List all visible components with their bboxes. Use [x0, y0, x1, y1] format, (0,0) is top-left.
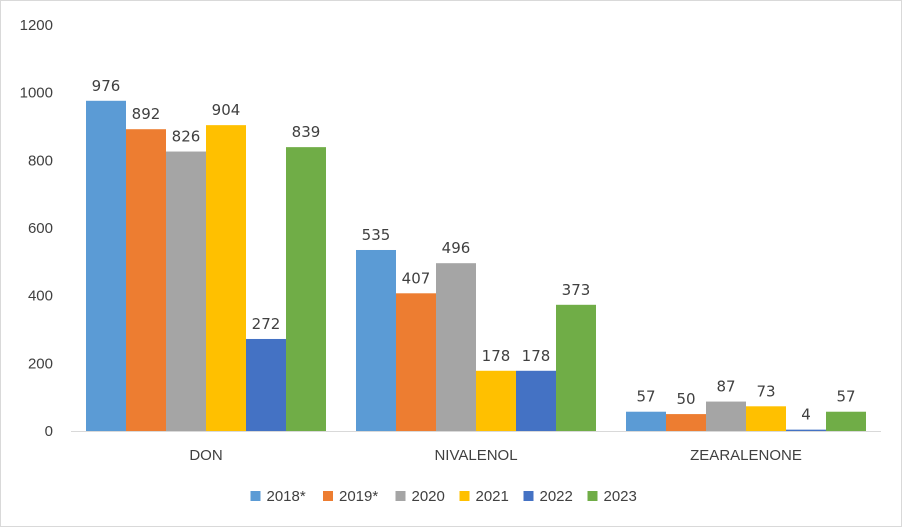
y-tick-label: 200 [28, 355, 53, 372]
legend-swatch [523, 491, 534, 501]
y-tick-label: 0 [45, 423, 53, 440]
bar-zearalenone-2018 [626, 411, 666, 431]
data-label: 73 [756, 382, 775, 400]
data-label: 826 [172, 128, 201, 146]
bar-don-2021 [206, 125, 246, 431]
bars [86, 100, 866, 431]
legend-label: 2019* [339, 488, 378, 505]
bar-zearalenone-2020 [706, 401, 746, 431]
category-label: DON [189, 447, 222, 464]
y-tick-label: 1000 [20, 85, 53, 102]
data-label: 839 [292, 123, 321, 141]
legend-swatch [587, 491, 598, 501]
bar-don-2019 [126, 129, 166, 431]
data-label: 892 [132, 105, 161, 123]
bar-nivalenol-2018 [356, 249, 396, 431]
legend-swatch [459, 491, 470, 501]
legend-swatch [395, 491, 406, 501]
legend-label: 2018* [267, 488, 306, 505]
data-label: 57 [636, 388, 655, 406]
bar-nivalenol-2019 [396, 293, 436, 431]
bar-don-2020 [166, 151, 206, 431]
category-label: NIVALENOL [434, 447, 517, 464]
data-label: 535 [362, 226, 391, 244]
data-label: 407 [402, 269, 431, 287]
bar-nivalenol-2022 [516, 370, 556, 431]
y-tick-label: 1200 [20, 17, 53, 34]
data-label: 272 [252, 315, 281, 333]
legend-swatch [250, 491, 261, 501]
bar-zearalenone-2022 [786, 429, 826, 431]
bar-zearalenone-2021 [746, 406, 786, 431]
bar-zearalenone-2023 [826, 411, 866, 431]
data-label: 57 [836, 388, 855, 406]
data-label: 904 [212, 101, 241, 119]
bar-don-2023 [286, 147, 326, 431]
bar-don-2022 [246, 338, 286, 431]
data-label: 976 [92, 77, 121, 95]
data-label: 373 [562, 281, 591, 299]
data-label: 178 [522, 347, 551, 365]
legend-label: 2021 [476, 488, 509, 505]
data-label: 50 [676, 390, 695, 408]
bar-nivalenol-2020 [436, 263, 476, 431]
bar-don-2018 [86, 100, 126, 431]
legend-swatch [323, 491, 333, 501]
bar-zearalenone-2019 [666, 414, 706, 431]
bar-nivalenol-2023 [556, 304, 596, 431]
legend-label: 2023 [604, 488, 637, 505]
y-tick-label: 800 [28, 152, 53, 169]
y-axis: 0 200 400 600 800 1000 1200 [20, 17, 53, 440]
data-labels: 976 892 826 904 272 839 535 407 496 178 178 373 57 50… [92, 77, 856, 424]
bar-nivalenol-2021 [476, 370, 516, 431]
data-label: 178 [482, 347, 511, 365]
category-label: ZEARALENONE [690, 447, 802, 464]
x-axis: DON NIVALENOL ZEARALENONE [71, 431, 881, 464]
data-label: 496 [442, 239, 471, 257]
data-label: 4 [801, 406, 811, 424]
y-tick-label: 600 [28, 220, 53, 237]
legend-label: 2020 [412, 488, 445, 505]
data-label: 87 [716, 378, 735, 396]
y-tick-label: 400 [28, 288, 53, 305]
legend: 2018* 2019* 2020 2021 2022 2023 [250, 488, 637, 505]
legend-label: 2022 [540, 488, 573, 505]
